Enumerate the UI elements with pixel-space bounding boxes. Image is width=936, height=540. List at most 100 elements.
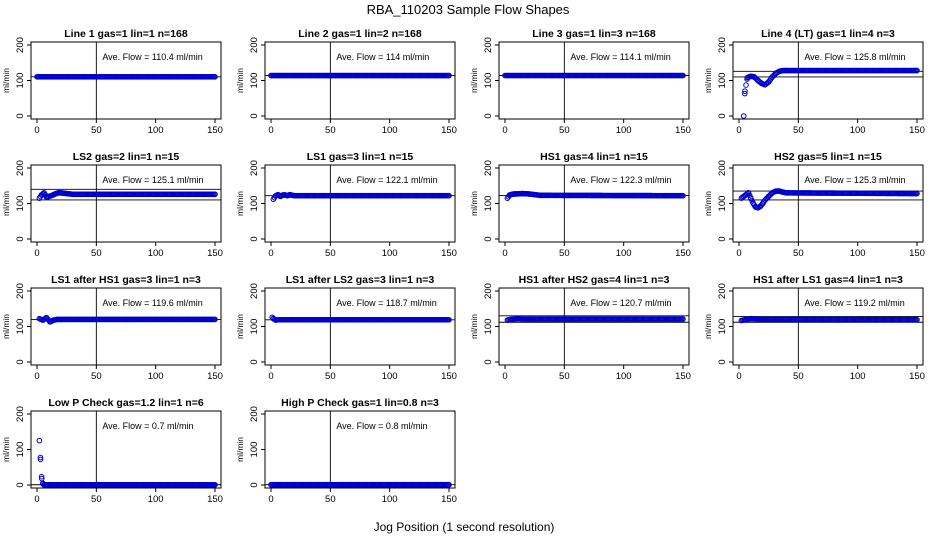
data-point xyxy=(680,316,686,322)
data-point xyxy=(212,74,218,80)
y-tick-label: 200 xyxy=(15,160,26,176)
y-tick-label: 100 xyxy=(717,319,728,335)
y-tick-label: 0 xyxy=(249,236,260,241)
y-tick-label: 200 xyxy=(249,37,260,53)
x-tick-label: 0 xyxy=(34,125,39,136)
y-tick-label: 0 xyxy=(483,113,494,118)
data-points xyxy=(36,437,218,488)
y-tick-label: 100 xyxy=(249,442,260,458)
x-tick-label: 0 xyxy=(736,248,741,259)
panel-title: HS2 gas=5 lin=1 n=15 xyxy=(774,151,882,163)
x-tick-label: 50 xyxy=(325,248,336,259)
y-tick-label: 0 xyxy=(249,359,260,364)
panel-title: Line 3 gas=1 lin=3 n=168 xyxy=(532,28,656,40)
x-tick-label: 150 xyxy=(207,494,223,505)
chart-panel: High P Check gas=1 lin=0.8 n=3 ml/min 0 100… xyxy=(235,397,457,505)
chart-panel: HS1 after LS1 gas=4 lin=1 n=3 ml/min 0 100 2… xyxy=(703,274,925,382)
chart-panel: HS1 gas=4 lin=1 n=15 ml/min 0 100 200 0 50 100 1… xyxy=(469,151,691,259)
x-tick-label: 100 xyxy=(148,494,164,505)
chart-panel: LS1 gas=3 lin=1 n=15 ml/min 0 100 200 0 50 100 1… xyxy=(235,151,457,259)
x-tick-label: 100 xyxy=(148,125,164,136)
data-point xyxy=(446,192,452,199)
x-tick-label: 150 xyxy=(207,248,223,259)
x-tick-label: 0 xyxy=(34,371,39,382)
y-tick-label: 100 xyxy=(15,319,26,335)
average-flow-annotation: Ave. Flow = 125.3 ml/min xyxy=(804,175,905,185)
y-tick-label: 200 xyxy=(249,283,260,299)
x-tick-label: 100 xyxy=(382,371,398,382)
x-tick-label: 50 xyxy=(325,494,336,505)
y-tick-label: 100 xyxy=(15,442,26,458)
x-tick-label: 0 xyxy=(502,125,507,136)
y-tick-label: 0 xyxy=(717,113,728,118)
x-tick-label: 100 xyxy=(616,125,632,136)
chart-panel: Low P Check gas=1.2 lin=1 n=6 ml/min 0 100 2… xyxy=(1,397,223,505)
chart-panel: Line 3 gas=1 lin=3 n=168 ml/min 0 100 200 0 50… xyxy=(469,28,691,136)
y-axis-label: ml/min xyxy=(1,314,11,339)
data-point xyxy=(742,88,748,94)
x-tick-label: 0 xyxy=(268,494,273,505)
y-tick-label: 100 xyxy=(249,319,260,335)
y-axis-label: ml/min xyxy=(235,68,245,93)
x-tick-label: 150 xyxy=(909,125,925,136)
x-tick-label: 150 xyxy=(441,371,457,382)
panel-title: HS1 after HS2 gas=4 lin=1 n=3 xyxy=(519,274,670,286)
y-axis-label: ml/min xyxy=(469,314,479,339)
y-tick-label: 200 xyxy=(15,283,26,299)
panel-title: LS1 after LS2 gas=3 lin=1 n=3 xyxy=(286,274,435,286)
x-tick-label: 150 xyxy=(675,248,691,259)
y-axis-label: ml/min xyxy=(703,314,713,339)
y-axis-label: ml/min xyxy=(1,191,11,216)
y-tick-label: 200 xyxy=(483,283,494,299)
panel-title: HS1 gas=4 lin=1 n=15 xyxy=(540,151,648,163)
x-tick-label: 50 xyxy=(793,371,804,382)
average-flow-annotation: Ave. Flow = 119.2 ml/min xyxy=(804,298,904,308)
average-flow-annotation: Ave. Flow = 110.4 ml/min xyxy=(102,52,202,62)
y-tick-label: 200 xyxy=(483,160,494,176)
y-tick-label: 0 xyxy=(249,482,260,487)
data-point xyxy=(446,481,452,488)
data-points xyxy=(738,188,920,211)
panel-title: Line 4 (LT) gas=1 lin=4 n=3 xyxy=(761,28,895,40)
data-point xyxy=(212,316,218,323)
y-tick-label: 200 xyxy=(249,160,260,176)
average-flow-annotation: Ave. Flow = 125.1 ml/min xyxy=(102,175,203,185)
average-flow-annotation: Ave. Flow = 122.1 ml/min xyxy=(336,175,437,185)
data-point xyxy=(914,190,920,197)
x-tick-label: 50 xyxy=(793,248,804,259)
x-tick-label: 0 xyxy=(34,494,39,505)
data-points xyxy=(740,67,920,119)
y-tick-label: 200 xyxy=(15,406,26,422)
data-point xyxy=(914,316,920,323)
y-axis-label: ml/min xyxy=(469,191,479,216)
x-tick-label: 50 xyxy=(91,248,102,259)
y-axis-label: ml/min xyxy=(1,437,11,462)
panel-title: Line 2 gas=1 lin=2 n=168 xyxy=(298,28,422,40)
average-flow-annotation: Ave. Flow = 0.7 ml/min xyxy=(102,421,193,431)
x-tick-label: 0 xyxy=(268,125,273,136)
x-tick-label: 150 xyxy=(909,248,925,259)
y-tick-label: 200 xyxy=(717,160,728,176)
y-tick-label: 100 xyxy=(15,73,26,89)
data-points xyxy=(268,481,452,488)
y-axis-label: ml/min xyxy=(703,68,713,93)
x-tick-label: 50 xyxy=(325,371,336,382)
average-flow-annotation: Ave. Flow = 118.7 ml/min xyxy=(336,298,436,308)
y-tick-label: 100 xyxy=(717,73,728,89)
y-axis-label: ml/min xyxy=(703,191,713,216)
chart-panel: LS2 gas=2 lin=1 n=15 ml/min 0 100 200 0 50 100 1… xyxy=(1,151,223,259)
x-tick-label: 150 xyxy=(441,125,457,136)
y-tick-label: 200 xyxy=(249,406,260,422)
x-tick-label: 100 xyxy=(850,125,866,136)
chart-panel: Line 1 gas=1 lin=1 n=168 ml/min 0 100 200 0 50… xyxy=(1,28,223,136)
data-point xyxy=(740,113,747,119)
figure-title: RBA_110203 Sample Flow Shapes xyxy=(367,2,570,17)
x-tick-label: 150 xyxy=(675,371,691,382)
x-tick-label: 100 xyxy=(148,371,164,382)
x-tick-label: 0 xyxy=(502,371,507,382)
y-axis-label: ml/min xyxy=(1,68,11,93)
data-points xyxy=(502,72,686,79)
data-point xyxy=(38,473,45,480)
data-points xyxy=(270,191,452,203)
